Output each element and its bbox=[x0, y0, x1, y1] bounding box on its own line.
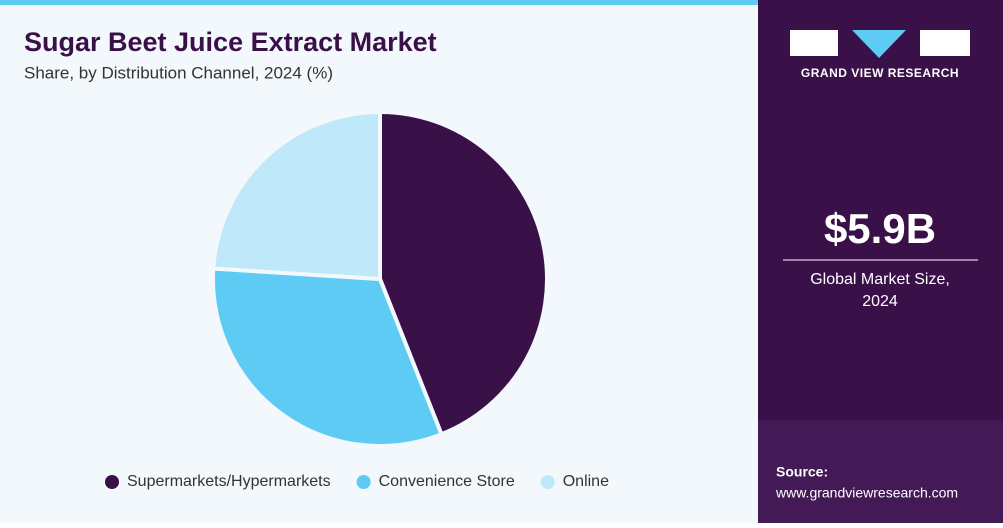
market-size-label: 2024 bbox=[862, 293, 898, 310]
pie bbox=[211, 109, 549, 448]
legend-swatch bbox=[356, 475, 371, 489]
top-border bbox=[0, 0, 758, 5]
source-url: www.grandviewresearch.com bbox=[775, 485, 958, 501]
legend-label: Online bbox=[563, 473, 609, 490]
legend-swatch bbox=[105, 475, 119, 489]
chart-title: Sugar Beet Juice Extract Market bbox=[24, 27, 437, 57]
legend-swatch bbox=[540, 475, 555, 489]
brand: GRAND VIEW RESEARCH bbox=[801, 66, 959, 80]
pie-slice bbox=[211, 109, 382, 282]
pie-slice bbox=[378, 109, 549, 437]
market-size: $5.9B bbox=[824, 205, 936, 252]
logo bbox=[790, 30, 970, 58]
logo-block bbox=[790, 30, 838, 56]
source-label: Source: bbox=[776, 464, 828, 480]
sidebar-footer bbox=[758, 420, 1003, 523]
legend: Supermarkets/Hypermarkets Convenience Sto… bbox=[105, 473, 609, 490]
chart-subtitle: Share, by Distribution Channel, 2024 (%) bbox=[24, 63, 333, 82]
logo-triangle bbox=[852, 30, 906, 58]
legend-label: Supermarkets/Hypermarkets bbox=[127, 473, 331, 490]
pie-slice bbox=[211, 266, 445, 448]
legend-label: Convenience Store bbox=[379, 473, 515, 490]
logo-block bbox=[920, 30, 970, 56]
market-size-label: Global Market Size, bbox=[810, 271, 950, 288]
